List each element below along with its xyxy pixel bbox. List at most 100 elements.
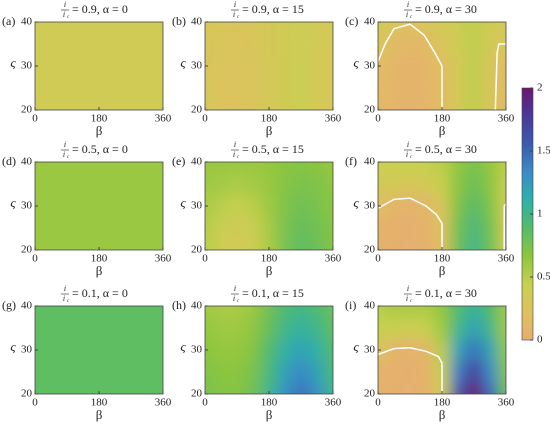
colorbar-tick-label: 0.5 xyxy=(537,271,550,283)
cell xyxy=(229,217,246,240)
cell xyxy=(386,99,403,110)
cell xyxy=(450,383,467,394)
cell xyxy=(325,339,333,362)
cell xyxy=(75,239,92,250)
y-tick-label: 40 xyxy=(364,156,376,168)
title-denominator: i xyxy=(233,150,235,159)
cell xyxy=(378,306,387,318)
cell xyxy=(466,22,483,34)
y-tick-label: 40 xyxy=(191,300,203,312)
x-tick-label: 180 xyxy=(91,253,108,265)
cell xyxy=(91,22,108,34)
x-tick-label: 180 xyxy=(434,397,451,409)
cell xyxy=(402,55,419,78)
cell xyxy=(91,217,108,240)
cell xyxy=(59,77,76,100)
cell xyxy=(418,239,435,250)
y-tick-label: 30 xyxy=(364,60,376,72)
title-numerator: i xyxy=(234,140,236,149)
cell xyxy=(155,361,163,384)
cell xyxy=(293,99,310,110)
title-numerator: i xyxy=(64,0,66,9)
panel-title: = 0.9, α = 0 xyxy=(72,2,128,16)
cell xyxy=(155,173,163,196)
y-axis-label: ς xyxy=(10,55,16,70)
cell xyxy=(498,22,506,34)
cell xyxy=(229,33,246,56)
cell xyxy=(123,317,140,340)
cell xyxy=(205,239,214,250)
cell xyxy=(155,317,163,340)
cell xyxy=(91,339,108,362)
x-tick-label: 360 xyxy=(325,397,342,409)
cell xyxy=(293,33,310,56)
cell xyxy=(75,217,92,240)
cell xyxy=(229,339,246,362)
cell xyxy=(466,55,483,78)
x-tick-label: 360 xyxy=(325,253,342,265)
cell xyxy=(466,33,483,56)
cell xyxy=(261,162,278,174)
cell xyxy=(498,339,506,362)
cell xyxy=(205,306,214,318)
cell xyxy=(43,99,60,110)
cell xyxy=(482,162,499,174)
x-tick-label: 0 xyxy=(32,397,38,409)
cell xyxy=(43,383,60,394)
x-tick-label: 0 xyxy=(32,253,38,265)
cell xyxy=(386,33,403,56)
cell xyxy=(378,162,387,174)
cell xyxy=(482,55,499,78)
colorbar-tick-label: 0 xyxy=(537,334,543,346)
y-tick-label: 20 xyxy=(191,388,203,400)
cell xyxy=(402,162,419,174)
cell xyxy=(35,317,44,340)
cell xyxy=(107,383,124,394)
cell xyxy=(59,162,76,174)
y-axis-label: ς xyxy=(10,339,16,354)
y-tick-label: 40 xyxy=(21,16,33,28)
field-cells xyxy=(378,162,506,250)
cell xyxy=(123,339,140,362)
cell xyxy=(91,239,108,250)
y-tick-label: 40 xyxy=(21,300,33,312)
field xyxy=(378,306,506,394)
field-cells xyxy=(378,306,506,394)
cell xyxy=(229,162,246,174)
cell xyxy=(107,317,124,340)
cell xyxy=(213,339,230,362)
cell xyxy=(309,33,326,56)
cell xyxy=(139,383,156,394)
cell xyxy=(123,33,140,56)
cell xyxy=(139,339,156,362)
cell xyxy=(75,33,92,56)
cell xyxy=(245,361,262,384)
panel-title: = 0.9, α = 30 xyxy=(415,2,477,16)
colorbar-tick-label: 1.5 xyxy=(537,145,550,157)
cell xyxy=(59,195,76,218)
cell xyxy=(229,77,246,100)
cell xyxy=(205,55,214,78)
x-axis-label: β xyxy=(96,123,103,138)
cell xyxy=(482,99,499,110)
cell xyxy=(378,33,387,56)
cell xyxy=(277,173,294,196)
colorbar-tick-label: 2 xyxy=(537,82,543,94)
x-tick-label: 360 xyxy=(325,113,342,125)
y-tick-label: 20 xyxy=(21,244,33,256)
cell xyxy=(205,217,214,240)
cell xyxy=(205,77,214,100)
cell xyxy=(229,195,246,218)
cell xyxy=(229,55,246,78)
x-tick-label: 0 xyxy=(202,113,208,125)
contour-line xyxy=(378,197,443,250)
cell xyxy=(205,173,214,196)
y-tick-label: 20 xyxy=(21,104,33,116)
cell xyxy=(35,339,44,362)
cell xyxy=(205,22,214,34)
cell xyxy=(498,239,506,250)
cell xyxy=(402,77,419,100)
cell xyxy=(261,55,278,78)
cell xyxy=(43,361,60,384)
